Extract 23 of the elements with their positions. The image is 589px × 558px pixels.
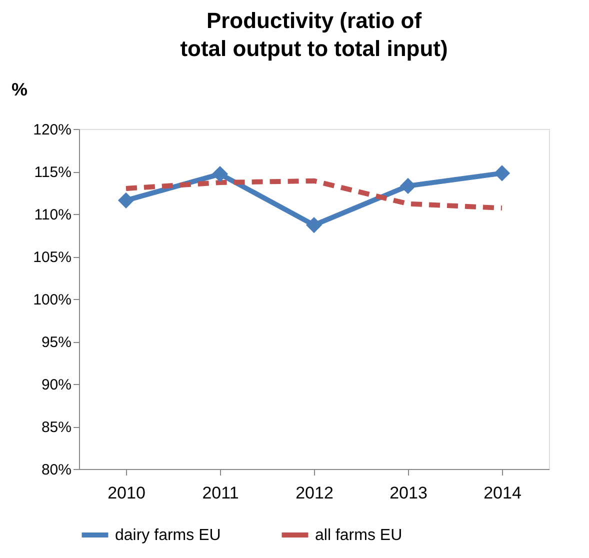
x-tick-label: 2012 xyxy=(296,484,334,502)
y-tick-label: 95% xyxy=(41,334,72,351)
x-tick-label: 2013 xyxy=(390,484,428,502)
y-tick-label: 110% xyxy=(34,206,72,224)
point xyxy=(212,166,228,182)
y-tick-label: 90% xyxy=(41,376,72,394)
legend-label: all farms EU xyxy=(315,527,402,544)
x-tick-label: 2011 xyxy=(202,484,239,502)
y-tick-label: 80% xyxy=(41,462,72,478)
y-tick-label: 115% xyxy=(34,164,72,181)
point xyxy=(494,165,510,182)
chart-title: Productivity (ratio of total output to total input) xyxy=(180,8,448,61)
y-tick-label: 105% xyxy=(33,249,72,266)
x-tick-label: 2010 xyxy=(108,484,146,502)
point xyxy=(400,178,416,194)
point xyxy=(306,216,322,234)
point xyxy=(118,192,134,208)
x-tick-label: 2014 xyxy=(484,484,522,502)
y-axis-title: % xyxy=(11,80,28,100)
y-tick-label: 85% xyxy=(41,419,72,436)
legend-label: dairy farms EU xyxy=(115,527,221,544)
y-tick-label: 120% xyxy=(33,122,72,138)
y-tick-label: 100% xyxy=(33,292,72,308)
